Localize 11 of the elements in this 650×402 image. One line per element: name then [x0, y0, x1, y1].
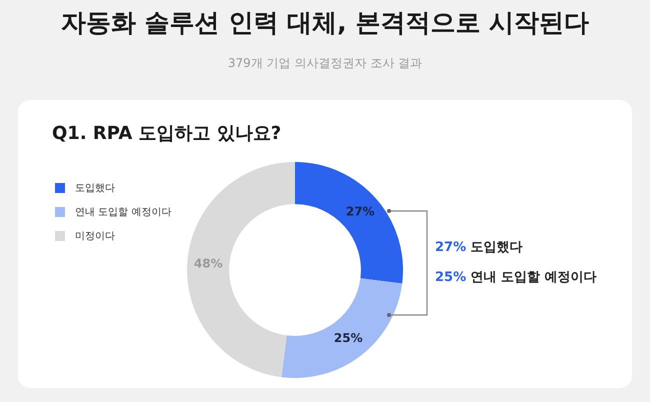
legend-label: 미정이다: [75, 230, 115, 243]
data-label: 48%: [194, 256, 223, 271]
data-label: 25%: [334, 330, 363, 345]
text: 27% 도입했다: [435, 239, 523, 256]
legend-label: 도입했다: [75, 182, 115, 195]
chart-title: 자동화 솔루션 인력 대체, 본격적으로 시작된다: [60, 7, 590, 39]
chart-subtitle: 379개 기업 의사결정권자 조사 결과: [226, 55, 424, 72]
text: 25% 연내 도입할 예정이다: [435, 269, 597, 286]
data-label: 27%: [346, 204, 375, 219]
legend-label: 연내 도입할 예정이다: [75, 206, 172, 219]
text: Q1. RPA 도입하고 있나요?: [52, 122, 282, 145]
